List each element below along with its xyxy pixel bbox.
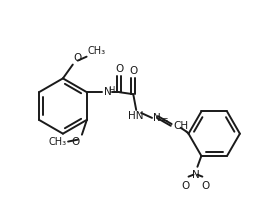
Text: H: H	[108, 86, 115, 95]
Text: O: O	[72, 137, 80, 147]
Text: CH: CH	[174, 121, 189, 131]
Text: O: O	[74, 53, 82, 63]
Text: O: O	[129, 66, 138, 76]
Text: O: O	[182, 181, 190, 191]
Text: N: N	[153, 113, 161, 123]
Text: O: O	[201, 181, 209, 191]
Text: =: =	[160, 115, 168, 124]
Text: HN: HN	[128, 111, 144, 121]
Text: N: N	[104, 87, 111, 97]
Text: N: N	[191, 170, 199, 180]
Text: O: O	[115, 64, 124, 74]
Text: CH₃: CH₃	[49, 136, 67, 146]
Text: CH₃: CH₃	[88, 46, 106, 56]
